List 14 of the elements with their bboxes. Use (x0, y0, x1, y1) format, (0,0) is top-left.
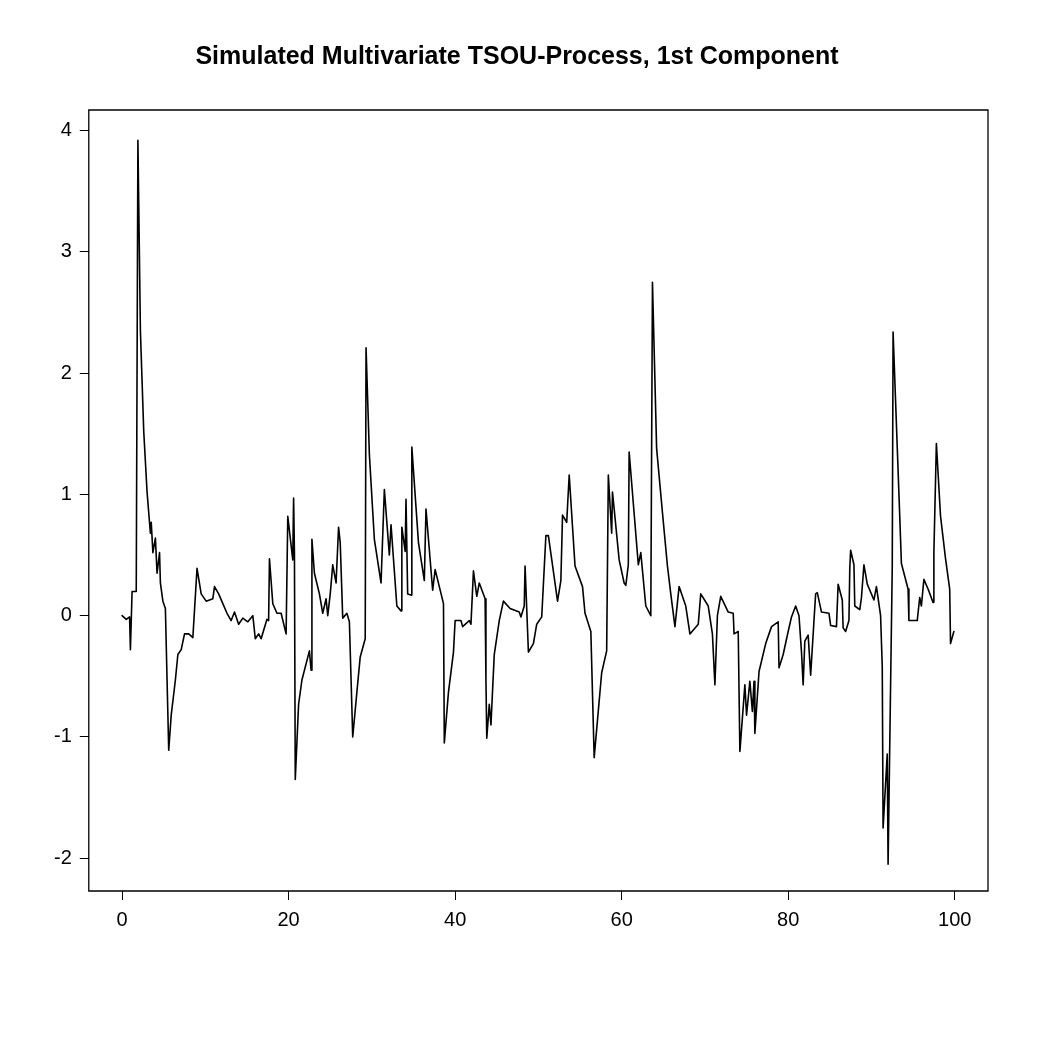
y-tick-label: 0 (60, 603, 72, 626)
y-tick-label: 1 (60, 481, 72, 504)
x-tick-label: 0 (116, 907, 128, 930)
y-tick-label: 4 (60, 118, 72, 141)
y-tick-label: -2 (53, 845, 72, 868)
x-tick-label: 20 (277, 907, 300, 930)
y-tick-label: 3 (60, 239, 72, 262)
chart-title: Simulated Multivariate TSOU-Process, 1st Component (195, 40, 840, 69)
x-tick-label: 60 (610, 907, 633, 930)
y-tick-label: 2 (60, 360, 72, 383)
x-tick-label: 80 (777, 907, 800, 930)
y-tick-label: -1 (53, 724, 72, 747)
x-tick-label: 100 (938, 907, 972, 930)
x-tick-label: 40 (444, 907, 467, 930)
